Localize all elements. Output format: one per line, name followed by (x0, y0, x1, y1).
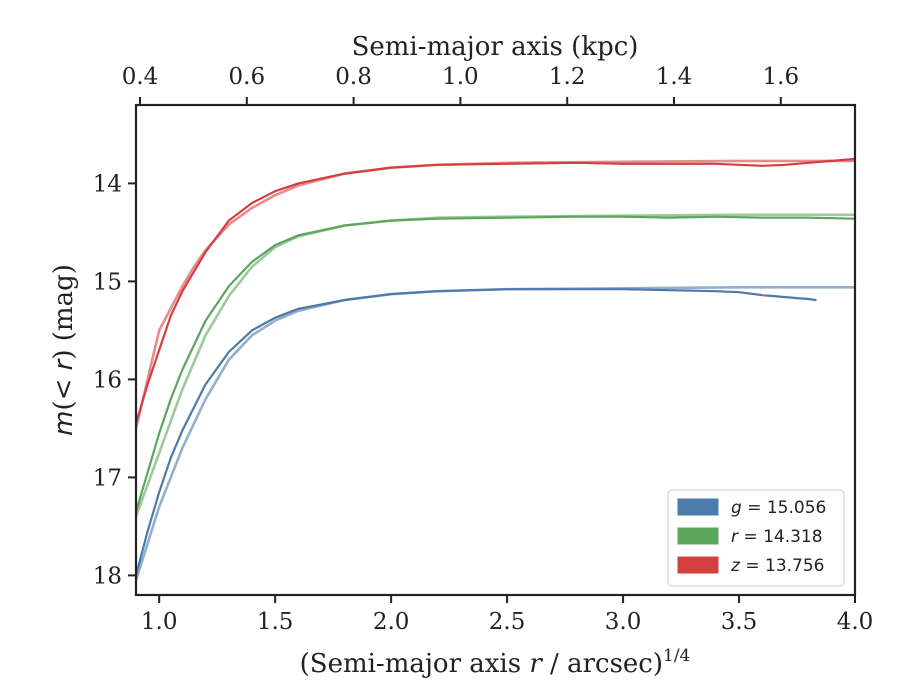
top-tick-label: 0.6 (229, 64, 266, 90)
series-z-model-line (136, 159, 855, 430)
series-r-observed-line (136, 215, 855, 513)
legend-swatch-r (677, 527, 719, 545)
x-tick-label: 1.5 (257, 609, 294, 635)
bottom-axis-label: (Semi-major axis r / arcsec)1/4 (300, 646, 691, 679)
ticks-layer: 1.0 1.5 2.0 2.5 3.0 3.5 4.0 0.4 0.6 0.8 1.0 1.2 1.4 1… (93, 64, 874, 635)
x-tick-label: 3.5 (721, 609, 758, 635)
y-axis-label: m(< r) (mag) (49, 264, 79, 436)
y-tick-label: 16 (93, 367, 122, 393)
legend-label-z: z = 13.756 (730, 556, 824, 576)
x-tick-label: 2.0 (373, 609, 410, 635)
plot-frame (134, 103, 857, 597)
legend-items: g = 15.056 r = 14.318 z = 13.756 (677, 498, 826, 576)
x-tick-label: 2.5 (489, 609, 526, 635)
y-tick-label: 18 (93, 563, 122, 589)
top-tick-label: 1.0 (442, 64, 479, 90)
series-r-model-line (136, 213, 855, 518)
series-z-observed-line (136, 157, 855, 425)
top-tick-label: 0.8 (335, 64, 372, 90)
top-tick-label: 0.4 (122, 64, 159, 90)
series-g-observed-line (136, 288, 817, 577)
legend-swatch-g (677, 498, 719, 516)
y-tick-label: 15 (93, 269, 122, 295)
y-tick-label: 14 (93, 171, 122, 197)
y-tick-label: 17 (93, 465, 122, 491)
legend-label-r: r = 14.318 (731, 527, 823, 547)
legend-swatch-z (677, 556, 719, 574)
top-tick-label: 1.4 (656, 64, 693, 90)
legend-label-g: g = 15.056 (731, 498, 826, 518)
x-tick-label: 1.0 (141, 609, 178, 635)
x-tick-label: 4.0 (837, 609, 874, 635)
series-layer (136, 157, 855, 582)
legend: g = 15.056 r = 14.318 z = 13.756 (667, 489, 845, 587)
top-axis-label: Semi-major axis (kpc) (352, 32, 639, 62)
top-tick-label: 1.2 (549, 64, 586, 90)
top-tick-label: 1.6 (763, 64, 800, 90)
x-tick-label: 3.0 (605, 609, 642, 635)
